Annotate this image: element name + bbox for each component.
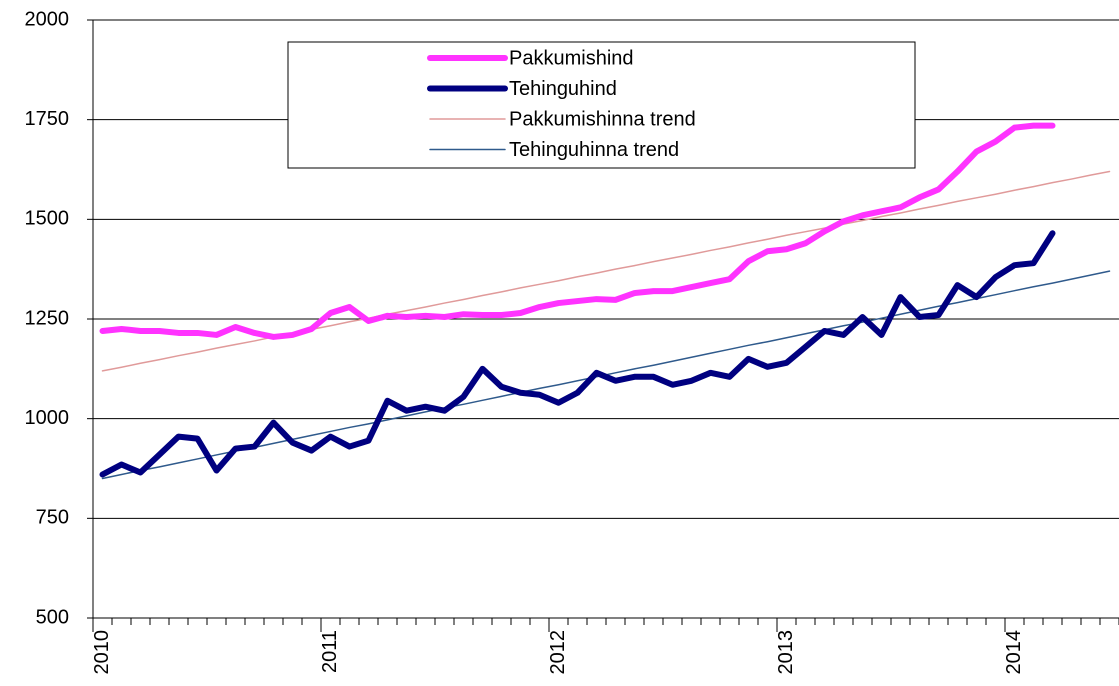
y-tick-label: 1750 — [25, 108, 70, 130]
legend-label: Tehinguhind — [509, 78, 617, 100]
x-tick-label: 2011 — [319, 630, 341, 673]
legend-box — [287, 41, 916, 169]
y-tick-label: 2000 — [25, 8, 70, 30]
y-tick-label: 750 — [36, 507, 69, 529]
legend: Pakkumishind Tehinguhind Pakkumishinna tre… — [287, 41, 916, 169]
legend-label: Pakkumishind — [509, 47, 634, 69]
line-series — [101, 170, 1111, 372]
y-tick-label: 1250 — [25, 307, 70, 329]
legend-label: Tehinguhinna trend — [509, 139, 679, 161]
x-tick-label: 2012 — [547, 630, 569, 675]
x-tick-label: 2010 — [91, 630, 113, 675]
line-series — [99, 230, 1056, 478]
y-tick-label: 1000 — [25, 407, 70, 429]
legend-label: Pakkumishinna trend — [509, 108, 696, 130]
y-tick-label: 1500 — [25, 208, 70, 230]
x-tick-label: 2014 — [1003, 630, 1025, 675]
x-tick-label: 2013 — [775, 630, 797, 675]
line-series — [99, 122, 1056, 340]
y-tick-label: 500 — [36, 606, 69, 628]
